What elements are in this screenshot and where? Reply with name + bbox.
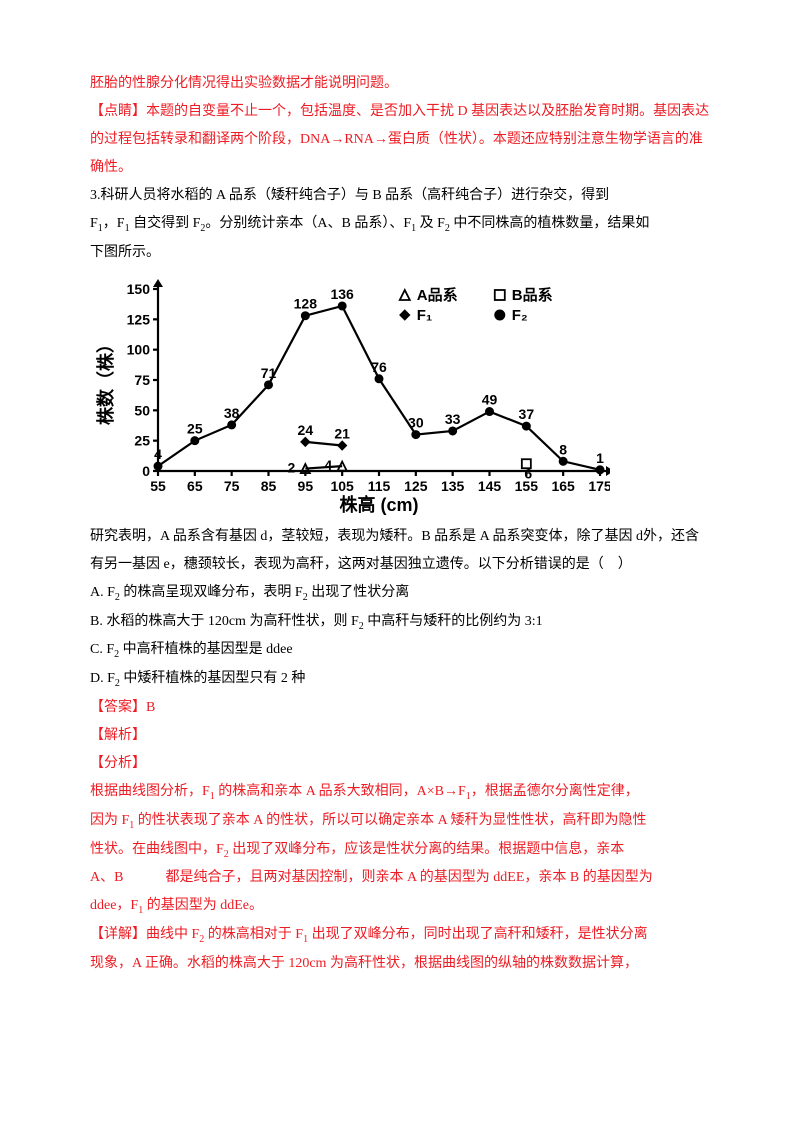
- svg-text:55: 55: [150, 478, 166, 494]
- svg-text:115: 115: [368, 478, 391, 494]
- option-a: A. F2 的株高呈现双峰分布，表明 F2 出现了性状分离: [90, 579, 710, 608]
- option-d: D. F2 中矮秆植株的基因型只有 2 种: [90, 665, 710, 694]
- svg-text:145: 145: [478, 478, 502, 494]
- analysis-3: 性状。在曲线图中，F2 出现了双峰分布，应该是性状分离的结果。根据题中信息，亲本: [90, 836, 710, 865]
- svg-text:128: 128: [294, 295, 318, 311]
- svg-text:71: 71: [261, 365, 277, 381]
- question-intro-2: F1，F1 自交得到 F2。分别统计亲本（A、B 品系）、F1 及 F2 中不同…: [90, 210, 710, 239]
- dianjing: 【点睛】本题的自变量不止一个，包括温度、是否加入干扰 D 基因表达以及胚胎发育时…: [90, 98, 710, 182]
- svg-text:6: 6: [524, 466, 532, 482]
- svg-text:F₂: F₂: [512, 307, 528, 324]
- svg-text:125: 125: [404, 478, 428, 494]
- option-b: B. 水稻的株高大于 120cm 为高秆性状，则 F2 中高秆与矮秆的比例约为 …: [90, 608, 710, 637]
- svg-text:25: 25: [187, 420, 203, 436]
- after-chart-text: 研究表明，A 品系含有基因 d，茎较短，表现为矮秆。B 品系是 A 品系突变体，…: [90, 523, 710, 579]
- svg-text:49: 49: [482, 391, 498, 407]
- analysis-4: A、B 都是纯合子，且两对基因控制，则亲本 A 的基因型为 ddEE，亲本 B …: [90, 864, 710, 892]
- svg-text:50: 50: [134, 402, 150, 418]
- document-page: 胚胎的性腺分化情况得出实验数据才能说明问题。 【点睛】本题的自变量不止一个，包括…: [0, 0, 800, 1028]
- jiexi-label: 【解析】: [90, 722, 710, 750]
- detail-1: 【详解】曲线中 F2 的株高相对于 F1 出现了双峰分布，同时出现了高秆和矮秆，…: [90, 921, 710, 950]
- svg-text:85: 85: [261, 478, 277, 494]
- svg-text:30: 30: [408, 414, 424, 430]
- svg-text:24: 24: [298, 422, 314, 438]
- answer-label: 【答案】B: [90, 694, 710, 722]
- svg-text:37: 37: [519, 406, 535, 422]
- svg-text:25: 25: [134, 432, 150, 448]
- svg-text:8: 8: [559, 441, 567, 457]
- svg-text:100: 100: [127, 341, 151, 357]
- chart-container: 0255075100125150556575859510511512513514…: [90, 275, 710, 515]
- svg-text:165: 165: [551, 478, 575, 494]
- svg-text:136: 136: [330, 286, 354, 302]
- svg-text:0: 0: [142, 463, 150, 479]
- svg-text:135: 135: [441, 478, 465, 494]
- svg-text:2: 2: [288, 459, 296, 475]
- option-c: C. F2 中高秆植株的基因型是 ddee: [90, 636, 710, 665]
- analysis-5: ddee，F1 的基因型为 ddEe。: [90, 892, 710, 921]
- svg-text:76: 76: [371, 359, 387, 375]
- svg-text:125: 125: [127, 311, 151, 327]
- svg-text:95: 95: [298, 478, 314, 494]
- svg-text:150: 150: [127, 281, 151, 297]
- analysis-2: 因为 F1 的性状表现了亲本 A 的性状，所以可以确定亲本 A 矮秆为显性性状，…: [90, 807, 710, 836]
- svg-text:A品系: A品系: [417, 287, 458, 304]
- prev-answer-tail: 胚胎的性腺分化情况得出实验数据才能说明问题。: [90, 70, 710, 98]
- svg-text:4: 4: [154, 446, 162, 462]
- svg-text:B品系: B品系: [512, 287, 553, 304]
- svg-text:株数（株）: 株数（株）: [95, 335, 116, 425]
- svg-text:175: 175: [588, 478, 610, 494]
- plant-height-chart: 0255075100125150556575859510511512513514…: [90, 275, 610, 515]
- svg-text:105: 105: [330, 478, 354, 494]
- svg-text:75: 75: [134, 372, 150, 388]
- question-intro-1: 3.科研人员将水稻的 A 品系（矮秆纯合子）与 B 品系（高秆纯合子）进行杂交，…: [90, 182, 710, 210]
- svg-text:65: 65: [187, 478, 203, 494]
- svg-text:33: 33: [445, 411, 461, 427]
- svg-text:75: 75: [224, 478, 240, 494]
- svg-text:株高 (cm): 株高 (cm): [339, 494, 418, 515]
- svg-text:4: 4: [324, 457, 332, 473]
- svg-text:1: 1: [596, 450, 604, 466]
- svg-text:F₁: F₁: [417, 307, 432, 324]
- question-intro-3: 下图所示。: [90, 239, 710, 267]
- analysis-1: 根据曲线图分析，F1 的株高和亲本 A 品系大致相同，A×B→F1，根据孟德尔分…: [90, 778, 710, 807]
- svg-text:21: 21: [334, 425, 350, 441]
- svg-text:38: 38: [224, 405, 240, 421]
- fenxi-label: 【分析】: [90, 750, 710, 778]
- detail-2: 现象，A 正确。水稻的株高大于 120cm 为高秆性状，根据曲线图的纵轴的株数数…: [90, 950, 710, 978]
